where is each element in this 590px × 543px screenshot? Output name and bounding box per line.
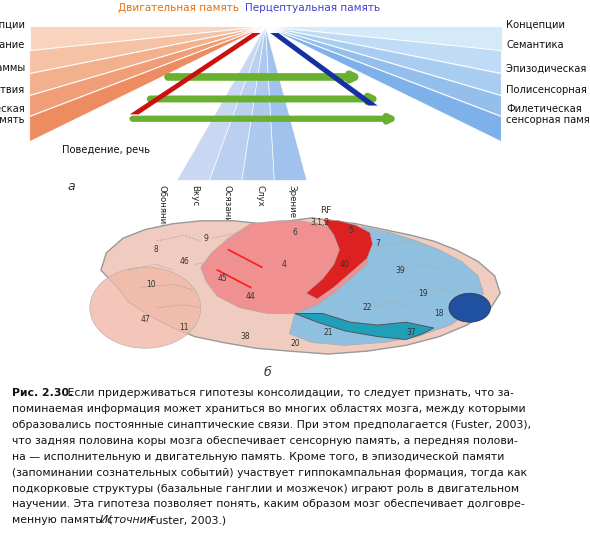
Polygon shape (30, 27, 266, 96)
Text: 47: 47 (140, 315, 150, 324)
Text: 37: 37 (407, 328, 417, 337)
Text: 44: 44 (246, 292, 255, 301)
Text: Полисенсорная память: Полисенсорная память (506, 85, 590, 94)
Polygon shape (101, 218, 500, 354)
Text: Действия: Действия (0, 85, 25, 94)
Polygon shape (266, 27, 502, 142)
Polygon shape (266, 27, 502, 96)
Text: Источник: Источник (100, 515, 154, 525)
Text: поминаемая информация может храниться во многих областях мозга, между которыми: поминаемая информация может храниться во… (12, 405, 526, 414)
Text: 6: 6 (293, 228, 297, 237)
Polygon shape (266, 27, 502, 74)
Text: Осязание: Осязание (222, 185, 232, 228)
Text: 7: 7 (376, 239, 381, 249)
Polygon shape (30, 27, 266, 117)
Text: 46: 46 (179, 257, 189, 266)
Text: на — исполнительную и двигательную память. Кроме того, в эпизодической памяти: на — исполнительную и двигательную памят… (12, 452, 504, 462)
Text: Семантика: Семантика (506, 40, 564, 50)
Text: Рис. 2.30.: Рис. 2.30. (12, 388, 73, 399)
Text: 19: 19 (418, 289, 427, 298)
Polygon shape (306, 219, 373, 299)
Text: Обоняние: Обоняние (158, 185, 167, 229)
Text: Слух: Слух (255, 185, 264, 206)
Text: научении. Эта гипотеза позволяет понять, каким образом мозг обеспечивает долговр: научении. Эта гипотеза позволяет понять,… (12, 500, 525, 509)
Text: 39: 39 (395, 266, 405, 275)
Polygon shape (177, 27, 266, 180)
Polygon shape (290, 226, 484, 345)
Ellipse shape (90, 267, 201, 348)
Polygon shape (209, 27, 266, 180)
Text: 40: 40 (340, 260, 350, 269)
Text: 5: 5 (348, 226, 353, 236)
Text: Филетическая
сенсорная память: Филетическая сенсорная память (506, 104, 590, 125)
Text: Зрение: Зрение (287, 185, 297, 218)
Polygon shape (130, 33, 261, 115)
Ellipse shape (449, 293, 490, 322)
Text: 18: 18 (434, 309, 444, 318)
Text: менную память. (: менную память. ( (12, 515, 113, 525)
Polygon shape (270, 33, 378, 105)
Text: Эпизодическая память: Эпизодическая память (506, 63, 590, 73)
Text: 9: 9 (204, 233, 209, 243)
Text: 45: 45 (218, 274, 228, 283)
Polygon shape (242, 27, 274, 180)
Text: 4: 4 (281, 260, 286, 269)
Text: RF: RF (320, 206, 331, 215)
Text: (запоминании сознательных событий) участвует гиппокампальная формация, тогда как: (запоминании сознательных событий) участ… (12, 468, 527, 478)
Text: Филетическая
двигательная память: Филетическая двигательная память (0, 104, 25, 125)
Text: 22: 22 (362, 303, 372, 312)
Polygon shape (266, 27, 502, 117)
Text: Перцептуальная память: Перцептуальная память (245, 3, 380, 12)
Text: 20: 20 (290, 339, 300, 349)
Text: образовались постоянные синаптические связи. При этом предполагается (Fuster, 20: образовались постоянные синаптические св… (12, 420, 531, 430)
Text: что задняя половина коры мозга обеспечивает сенсорную память, а передняя полови-: что задняя половина коры мозга обеспечив… (12, 436, 517, 446)
Text: 21: 21 (323, 328, 333, 337)
Polygon shape (30, 27, 266, 50)
Text: 8: 8 (154, 245, 159, 254)
Text: подкорковые структуры (базальные ганглии и мозжечок) играют роль в двигательном: подкорковые структуры (базальные ганглии… (12, 484, 519, 494)
Polygon shape (201, 221, 367, 313)
Text: б: б (263, 367, 271, 380)
Text: : Fuster, 2003.): : Fuster, 2003.) (143, 515, 227, 525)
Text: Концепции: Концепции (0, 19, 25, 29)
Text: 11: 11 (179, 324, 189, 332)
Text: 38: 38 (240, 332, 250, 341)
Text: 10: 10 (146, 280, 156, 289)
Polygon shape (295, 313, 434, 339)
Text: а: а (67, 180, 74, 193)
Polygon shape (266, 27, 502, 50)
Text: Двигательная память: Двигательная память (118, 3, 239, 12)
Text: Если придерживаться гипотезы консолидации, то следует признать, что за-: Если придерживаться гипотезы консолидаци… (64, 388, 514, 399)
Text: Вкус: Вкус (190, 185, 199, 206)
Text: Концепции: Концепции (506, 19, 565, 29)
Text: Программы: Программы (0, 63, 25, 73)
Polygon shape (30, 27, 266, 142)
Text: Планирование: Планирование (0, 40, 25, 50)
Text: Поведение, речь: Поведение, речь (62, 144, 150, 155)
Polygon shape (30, 27, 266, 74)
Polygon shape (266, 27, 307, 180)
Text: 3,1,2: 3,1,2 (310, 218, 330, 227)
